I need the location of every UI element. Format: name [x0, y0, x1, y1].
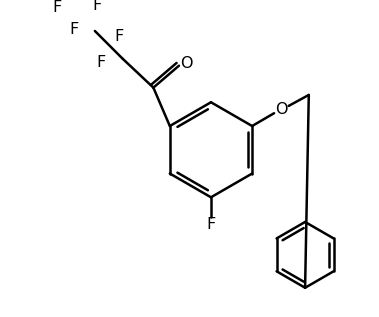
- Text: F: F: [53, 0, 62, 15]
- Text: F: F: [97, 55, 106, 69]
- Text: O: O: [275, 102, 288, 117]
- Text: F: F: [206, 217, 216, 232]
- Text: F: F: [114, 29, 123, 44]
- Text: O: O: [180, 56, 193, 71]
- Text: F: F: [92, 0, 101, 13]
- Text: F: F: [69, 22, 78, 37]
